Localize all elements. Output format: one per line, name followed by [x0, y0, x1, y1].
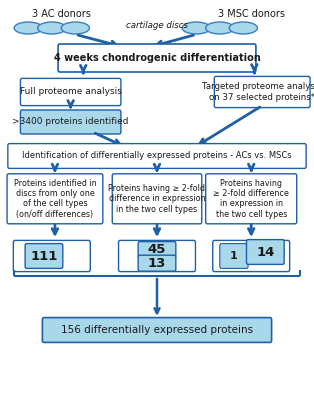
Text: cartilage discs: cartilage discs [126, 22, 188, 30]
Text: Proteins having
≥ 2-fold difference
in expression in
the two cell types: Proteins having ≥ 2-fold difference in e… [213, 179, 289, 219]
FancyBboxPatch shape [220, 244, 248, 268]
Ellipse shape [206, 22, 234, 34]
Text: 111: 111 [30, 250, 58, 262]
Text: Targeted proteome analysis
on 37 selected proteins*: Targeted proteome analysis on 37 selecte… [202, 82, 314, 102]
FancyBboxPatch shape [14, 240, 90, 272]
Text: Proteins identified in
discs from only one
of the cell types
(on/off differences: Proteins identified in discs from only o… [14, 179, 96, 219]
Ellipse shape [61, 22, 89, 34]
Text: Identification of differentially expressed proteins - ACs vs. MSCs: Identification of differentially express… [22, 152, 292, 160]
Text: 45: 45 [148, 243, 166, 256]
Ellipse shape [38, 22, 66, 34]
Text: Proteins having ≥ 2-fold
difference in expression
in the two cell types: Proteins having ≥ 2-fold difference in e… [109, 184, 205, 214]
Ellipse shape [14, 22, 42, 34]
Ellipse shape [182, 22, 210, 34]
Text: Full proteome analysis: Full proteome analysis [20, 88, 122, 96]
Ellipse shape [229, 22, 257, 34]
FancyBboxPatch shape [213, 240, 290, 272]
FancyBboxPatch shape [42, 318, 272, 342]
FancyBboxPatch shape [206, 174, 297, 224]
Text: 1: 1 [230, 251, 238, 261]
FancyBboxPatch shape [119, 240, 195, 272]
FancyBboxPatch shape [138, 242, 176, 258]
Text: 156 differentially expressed proteins: 156 differentially expressed proteins [61, 325, 253, 335]
Text: 14: 14 [256, 246, 274, 258]
FancyBboxPatch shape [138, 255, 176, 271]
FancyBboxPatch shape [214, 76, 310, 108]
FancyBboxPatch shape [20, 78, 121, 106]
FancyBboxPatch shape [112, 174, 202, 224]
Text: 3 MSC donors: 3 MSC donors [218, 9, 285, 19]
Text: 4 weeks chondrogenic differentiation: 4 weeks chondrogenic differentiation [54, 53, 260, 63]
Text: 13: 13 [148, 257, 166, 270]
FancyBboxPatch shape [246, 240, 284, 264]
FancyBboxPatch shape [8, 144, 306, 168]
FancyBboxPatch shape [20, 110, 121, 134]
FancyBboxPatch shape [7, 174, 103, 224]
Text: >3400 proteins identified: >3400 proteins identified [12, 118, 129, 126]
FancyBboxPatch shape [25, 244, 63, 268]
FancyBboxPatch shape [58, 44, 256, 72]
Text: 3 AC donors: 3 AC donors [32, 9, 91, 19]
